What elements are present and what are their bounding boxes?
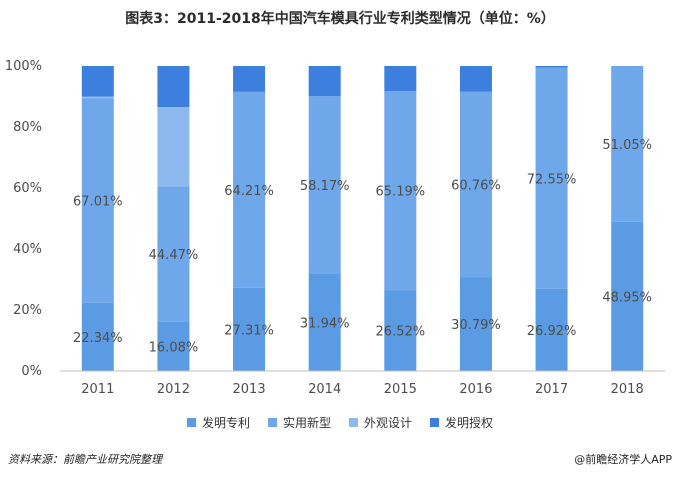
labels-layer: 22.34% 67.01% 16.08% 44.47% 27.31% 64.21% 31.9… <box>73 138 652 356</box>
data-label-utility: 44.47% <box>149 248 199 263</box>
legend-swatch <box>267 418 277 427</box>
x-tick-label: 2013 <box>233 382 266 397</box>
data-label-utility: 67.01% <box>73 195 123 210</box>
brand-note: @前瞻经济学人APP <box>574 453 672 466</box>
x-tick-label: 2011 <box>81 382 114 397</box>
data-label-invention: 22.34% <box>73 331 123 346</box>
bar-segment-utility <box>81 98 114 303</box>
bar-segment-invention <box>233 287 266 371</box>
bar-segment-utility <box>611 66 644 222</box>
data-label-utility: 64.21% <box>224 184 274 199</box>
x-tick-label: 2014 <box>308 382 341 397</box>
legend-item-design: 外观设计 <box>349 414 412 431</box>
data-label-invention: 26.92% <box>527 324 577 339</box>
bar-segment-invention <box>611 221 644 371</box>
legend-label: 发明专利 <box>201 416 250 430</box>
y-tick-label: 40% <box>13 242 42 257</box>
bar-segment-grant <box>233 66 266 92</box>
data-label-utility: 51.05% <box>602 138 652 153</box>
data-label-invention: 31.94% <box>300 316 350 331</box>
legend-label: 实用新型 <box>282 416 331 430</box>
bar-segment-invention <box>81 302 114 371</box>
legend-item-utility: 实用新型 <box>267 414 331 431</box>
bar-segment-grant <box>459 66 492 92</box>
stacked-bar-chart: 22.34% 67.01% 16.08% 44.47% 27.31% 64.21% 31.9… <box>5 59 665 397</box>
data-label-utility: 58.17% <box>300 179 350 194</box>
bar-segment-grant <box>535 66 568 68</box>
legend-swatch <box>349 418 358 427</box>
legend-swatch <box>430 418 440 427</box>
bar-segment-invention <box>308 273 341 371</box>
bar-segment-grant <box>308 66 341 97</box>
legend-item-grant: 发明授权 <box>430 414 493 431</box>
x-tick-label: 2015 <box>384 382 417 397</box>
legend-item-invention: 发明专利 <box>186 414 250 431</box>
bar-segment-invention <box>384 290 417 371</box>
bar-segment-utility <box>157 186 190 322</box>
bar-segment-utility <box>233 91 266 288</box>
bar-segment-grant <box>157 66 190 108</box>
data-label-utility: 65.19% <box>376 185 426 200</box>
legend-label: 发明授权 <box>445 416 494 430</box>
bar-segment-design <box>81 96 114 99</box>
data-label-invention: 27.31% <box>224 323 274 338</box>
y-tick-label: 0% <box>21 364 42 379</box>
bar-segment-design <box>157 107 190 187</box>
data-label-utility: 60.76% <box>451 178 501 193</box>
y-tick-label: 80% <box>13 120 42 135</box>
chart-title: 图表3：2011-2018年中国汽车模具行业专利类型情况（单位：%） <box>125 11 555 27</box>
bar-segment-invention <box>459 277 492 371</box>
x-tick-label: 2012 <box>157 382 190 397</box>
bar-segment-grant <box>81 66 114 97</box>
source-note: 资料来源：前瞻产业研究院整理 <box>8 453 162 466</box>
bar-segment-invention <box>535 288 568 371</box>
data-label-invention: 48.95% <box>602 290 652 305</box>
bar-segment-utility <box>308 96 341 274</box>
data-label-invention: 16.08% <box>149 340 199 355</box>
data-label-invention: 30.79% <box>451 318 501 333</box>
legend-swatch <box>186 418 196 427</box>
y-tick-label: 100% <box>5 59 42 74</box>
data-label-invention: 26.52% <box>376 325 426 340</box>
bar-segment-invention <box>157 321 190 371</box>
bar-segment-grant <box>384 66 417 92</box>
bar-segment-utility <box>535 67 568 289</box>
chart-legend: 发明专利 实用新型 外观设计 发明授权 <box>0 414 680 431</box>
x-tick-label: 2016 <box>459 382 492 397</box>
x-tick-label: 2018 <box>611 382 644 397</box>
legend-label: 外观设计 <box>364 416 413 430</box>
bar-segment-utility <box>384 91 417 291</box>
x-tick-label: 2017 <box>535 382 568 397</box>
axes-layer: 0% 20% 40% 60% 80% 100% 2011 2012 2013 2014 2015 20… <box>5 59 665 397</box>
y-tick-label: 60% <box>13 181 42 196</box>
bar-segment-utility <box>459 91 492 278</box>
data-label-utility: 72.55% <box>527 172 577 187</box>
bars-layer <box>81 66 644 371</box>
y-tick-label: 20% <box>13 303 42 318</box>
